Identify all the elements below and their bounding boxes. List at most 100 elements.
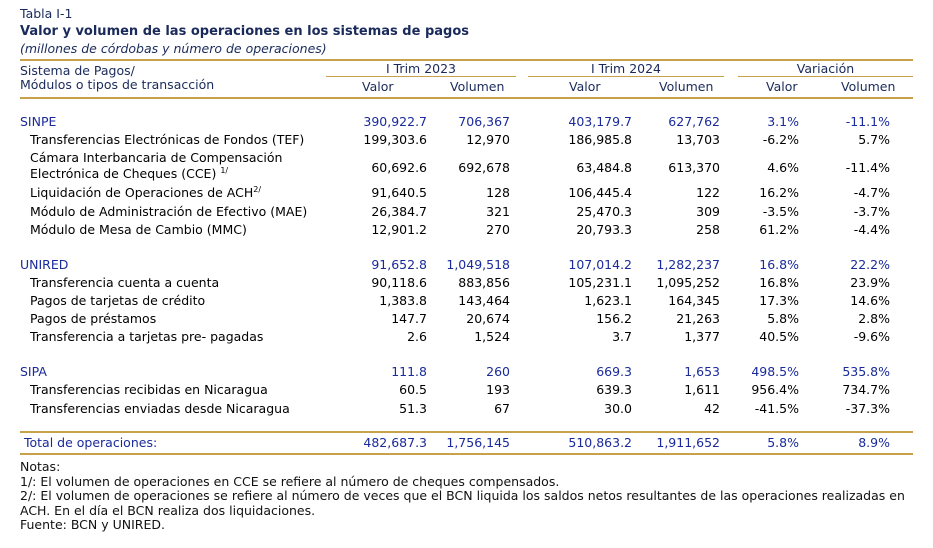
cell-volumen-2023: 143,464 (458, 293, 510, 308)
header-volumen-2023: Volumen (450, 79, 505, 94)
cell-valor-2024: 186,985.8 (568, 132, 632, 147)
cell-var-volumen: 22.2% (850, 257, 890, 272)
total-row: Total de operaciones: 482,687.3 1,756,14… (0, 434, 933, 452)
row-name: Transferencias recibidas en Nicaragua (30, 382, 268, 397)
source-note: Fuente: BCN y UNIRED. (20, 517, 165, 533)
cell-valor-2024: 105,231.1 (568, 275, 632, 290)
group1-underline (326, 76, 516, 77)
row-name: Liquidación de Operaciones de ACH2/ (30, 184, 261, 202)
notes: Notas: 1/: El volumen de operaciones en … (20, 459, 920, 533)
row-name-line2: Electrónica de Cheques (CCE) (30, 166, 217, 181)
cell-var-valor: 4.6% (767, 160, 799, 175)
cell-var-volumen: 734.7% (842, 382, 890, 397)
cell-volumen-2023: 706,367 (458, 114, 510, 129)
cell-volumen-2023: 12,970 (466, 132, 510, 147)
cell-volumen-2024: 164,345 (668, 293, 720, 308)
cell-valor-2023: 482,687.3 (363, 435, 427, 450)
cell-volumen-2023: 1,049,518 (446, 257, 510, 272)
row-name: Módulo de Administración de Efectivo (MA… (30, 204, 308, 219)
cell-volumen-2023: 260 (486, 364, 510, 379)
cell-volumen-2023: 193 (486, 382, 510, 397)
total-label: Total de operaciones: (24, 435, 158, 450)
cell-valor-2024: 639.3 (596, 382, 632, 397)
cell-volumen-2023: 270 (486, 222, 510, 237)
header-group-variacion: Variación (796, 61, 855, 76)
table-row: Liquidación de Operaciones de ACH2/ 91,6… (0, 184, 933, 202)
cell-valor-2023: 2.6 (407, 329, 427, 344)
cell-volumen-2024: 21,263 (676, 311, 720, 326)
group2-underline (528, 76, 724, 77)
table-subtitle: (millones de córdobas y número de operac… (20, 41, 327, 56)
row-name: SIPA (20, 364, 47, 379)
cell-valor-2023: 12,901.2 (371, 222, 427, 237)
table-row: Transferencia cuenta a cuenta 90,118.6 8… (0, 274, 933, 292)
cell-volumen-2024: 627,762 (668, 114, 720, 129)
row-name: Transferencias Electrónicas de Fondos (T… (30, 132, 305, 147)
cell-valor-2024: 1,623.1 (584, 293, 632, 308)
cell-var-volumen: 2.8% (858, 311, 890, 326)
table-row: Transferencia a tarjetas pre- pagadas 2.… (0, 328, 933, 346)
cell-valor-2024: 106,445.4 (568, 185, 632, 200)
cell-volumen-2024: 258 (696, 222, 720, 237)
cell-valor-2024: 156.2 (596, 311, 632, 326)
cell-var-valor: 956.4% (751, 382, 799, 397)
header-top-rule (20, 59, 913, 61)
cell-volumen-2024: 13,703 (676, 132, 720, 147)
cell-var-valor: 5.8% (767, 311, 799, 326)
cell-var-volumen: -37.3% (845, 401, 890, 416)
cell-volumen-2023: 692,678 (458, 160, 510, 175)
cell-volumen-2024: 1,911,652 (656, 435, 720, 450)
cell-valor-2023: 60,692.6 (371, 160, 427, 175)
table-row: Transferencias Electrónicas de Fondos (T… (0, 131, 933, 149)
row-name: Cámara Interbancaria de Compensación Elec… (30, 150, 282, 182)
cell-valor-2024: 403,179.7 (568, 114, 632, 129)
total-top-rule (20, 431, 913, 433)
table-row: Pagos de préstamos 147.7 20,674 156.2 21… (0, 310, 933, 328)
header-col0-line1: Sistema de Pagos/ (20, 63, 135, 78)
cell-volumen-2023: 67 (494, 401, 510, 416)
cell-var-volumen: 535.8% (842, 364, 890, 379)
cell-volumen-2023: 1,524 (474, 329, 510, 344)
cell-volumen-2023: 1,756,145 (446, 435, 510, 450)
cell-var-valor: 17.3% (759, 293, 799, 308)
cell-valor-2023: 111.8 (391, 364, 427, 379)
cell-valor-2023: 390,922.7 (363, 114, 427, 129)
cell-valor-2024: 20,793.3 (576, 222, 632, 237)
cell-var-valor: 16.2% (759, 185, 799, 200)
cell-valor-2024: 25,470.3 (576, 204, 632, 219)
cell-var-volumen: 8.9% (858, 435, 890, 450)
header-group-2024: I Trim 2024 (590, 61, 662, 76)
cell-var-valor: -3.5% (762, 204, 799, 219)
cell-volumen-2024: 1,611 (684, 382, 720, 397)
cell-volumen-2024: 1,377 (684, 329, 720, 344)
cell-var-volumen: 5.7% (858, 132, 890, 147)
header-volumen-var: Volumen (841, 79, 896, 94)
table-row: Módulo de Mesa de Cambio (MMC) 12,901.2 … (0, 221, 933, 239)
cell-var-valor: -41.5% (754, 401, 799, 416)
cell-var-volumen: -11.4% (845, 160, 890, 175)
cell-var-valor: -6.2% (762, 132, 799, 147)
cell-var-volumen: -4.4% (853, 222, 890, 237)
cell-valor-2023: 91,640.5 (371, 185, 427, 200)
row-name-line1: Cámara Interbancaria de Compensación (30, 150, 283, 165)
cell-var-valor: 3.1% (767, 114, 799, 129)
cell-valor-2023: 60.5 (399, 382, 427, 397)
row-name-text: Liquidación de Operaciones de ACH (30, 185, 254, 200)
cell-volumen-2023: 883,856 (458, 275, 510, 290)
cell-valor-2023: 91,652.8 (371, 257, 427, 272)
header-group-2023: I Trim 2023 (385, 61, 457, 76)
cell-valor-2023: 51.3 (399, 401, 427, 416)
cell-volumen-2024: 1,095,252 (656, 275, 720, 290)
cell-var-valor: 16.8% (759, 257, 799, 272)
table-row: Transferencias enviadas desde Nicaragua … (0, 400, 933, 418)
cell-var-volumen: -9.6% (853, 329, 890, 344)
header-valor-2024: Valor (569, 79, 601, 94)
table-row: Transferencias recibidas en Nicaragua 60… (0, 381, 933, 399)
cell-var-valor: 498.5% (751, 364, 799, 379)
cell-valor-2024: 107,014.2 (568, 257, 632, 272)
cell-valor-2024: 30.0 (604, 401, 632, 416)
cell-var-valor: 40.5% (759, 329, 799, 344)
group3-underline (738, 76, 913, 77)
table-row: Módulo de Administración de Efectivo (MA… (0, 203, 933, 221)
cell-valor-2023: 1,383.8 (379, 293, 427, 308)
